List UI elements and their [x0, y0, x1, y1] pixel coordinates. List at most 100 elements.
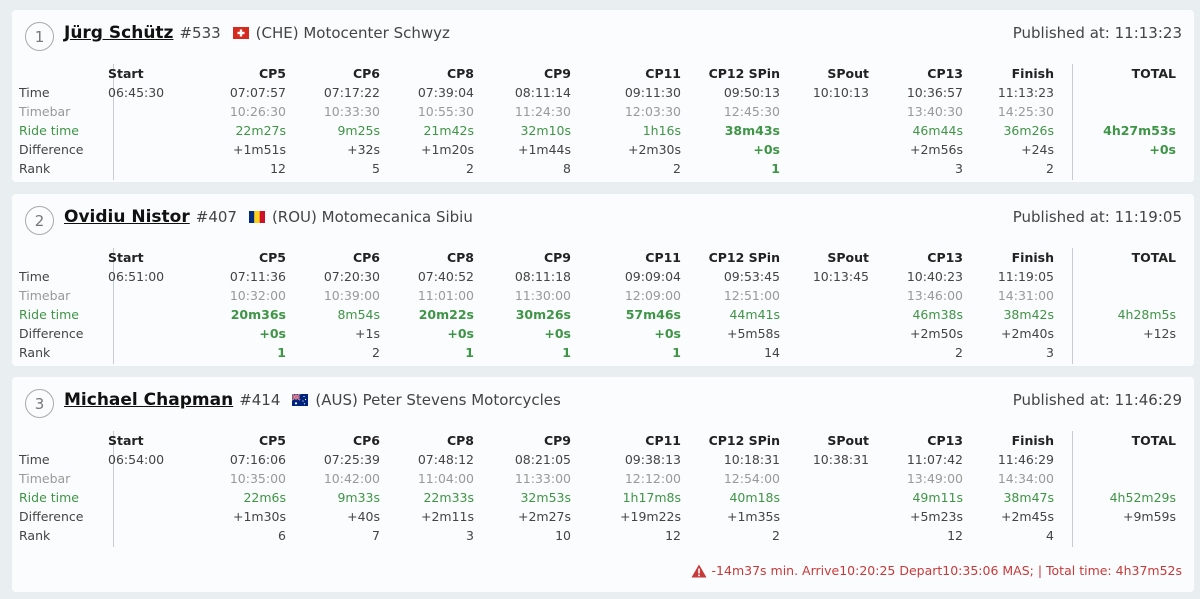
- difference-cell: [769, 507, 869, 526]
- rank-cell: 10: [555, 528, 571, 543]
- ride-time-cell: 20m22s: [418, 307, 474, 322]
- column-cp13: CP13 10:40:23 13:46:00 46m38s +2m50s 2: [863, 248, 963, 362]
- checkpoint-table: Time Timebar Ride time Difference Rank S…: [12, 64, 1194, 190]
- timebar-cell: 10:35:00: [229, 471, 286, 486]
- column-header: CP12 SPin: [708, 433, 780, 448]
- rider-card: 2 Ovidiu Nistor #407 (ROU) Motomecanica …: [12, 194, 1194, 366]
- rank-cell: 14: [764, 345, 780, 360]
- row-label-rank: Rank: [19, 345, 51, 360]
- difference-cell: +1m30s: [232, 509, 286, 524]
- column-spout: SPout 10:13:45: [769, 248, 869, 362]
- column-header: CP11: [645, 433, 681, 448]
- timebar-cell: 10:33:30: [323, 104, 380, 119]
- romania-flag-icon: [248, 211, 265, 223]
- column-cp13: CP13 11:07:42 13:49:00 49m11s +5m23s 12: [863, 431, 963, 545]
- time-cell: 07:16:06: [229, 452, 286, 467]
- rank-cell: 3: [955, 161, 963, 176]
- column-cp9: CP9 08:11:14 11:24:30 32m10s +1m44s 8: [471, 64, 571, 178]
- ride-time-cell: 9m25s: [337, 123, 380, 138]
- column-header: SPout: [827, 250, 869, 265]
- time-cell: 10:13:45: [812, 269, 869, 284]
- difference-cell: +32s: [347, 142, 380, 157]
- divider: [113, 248, 114, 364]
- ride-time-cell: 40m18s: [729, 490, 780, 505]
- rank-cell: 1: [562, 345, 571, 360]
- ride-time-cell: 4h52m29s: [1109, 490, 1176, 505]
- rider-name-link[interactable]: Jürg Schütz: [64, 23, 174, 43]
- ride-time-cell: 49m11s: [912, 490, 963, 505]
- column-header: CP6: [352, 66, 380, 81]
- column-header: CP5: [258, 250, 286, 265]
- rank-cell: 8: [563, 161, 571, 176]
- time-cell: 11:19:05: [997, 269, 1054, 284]
- timebar-cell: [1076, 286, 1176, 305]
- row-label-timebar: Timebar: [19, 104, 71, 119]
- column-cp8: CP8 07:48:12 11:04:00 22m33s +2m11s 3: [374, 431, 474, 545]
- difference-cell: +2m45s: [1000, 509, 1054, 524]
- ride-time-cell: 57m46s: [625, 307, 681, 322]
- ride-time-cell: [769, 488, 869, 507]
- ride-time-cell: [769, 305, 869, 324]
- rank-cell: [1076, 526, 1176, 545]
- column-finish: Finish 11:46:29 14:34:00 38m47s +2m45s 4: [954, 431, 1054, 545]
- time-cell: 09:50:13: [723, 85, 780, 100]
- timebar-cell: 12:54:00: [723, 471, 780, 486]
- difference-cell: +9m59s: [1122, 509, 1176, 524]
- column-start: Start 06:54:00: [108, 431, 208, 545]
- timebar-cell: 13:40:30: [906, 104, 963, 119]
- rank-cell: [769, 526, 869, 545]
- checkpoint-table: Time Timebar Ride time Difference Rank S…: [12, 431, 1194, 557]
- timebar-cell: 11:24:30: [514, 104, 571, 119]
- column-header: CP5: [258, 433, 286, 448]
- ride-time-cell: 46m44s: [912, 123, 963, 138]
- rank-cell: 1: [672, 345, 681, 360]
- timebar-cell: 10:26:30: [229, 104, 286, 119]
- column-header: SPout: [827, 433, 869, 448]
- column-cp8: CP8 07:40:52 11:01:00 20m22s +0s 1: [374, 248, 474, 362]
- australia-flag-icon: [292, 394, 309, 406]
- time-cell: 07:07:57: [229, 85, 286, 100]
- timebar-cell: 13:46:00: [906, 288, 963, 303]
- row-label-timebar: Timebar: [19, 288, 71, 303]
- difference-cell: +5m23s: [909, 509, 963, 524]
- difference-cell: +2m50s: [909, 326, 963, 341]
- switzerland-flag-icon: [232, 27, 249, 39]
- ride-time-cell: 30m26s: [515, 307, 571, 322]
- column-header: CP9: [543, 66, 571, 81]
- rank-cell: 2: [673, 161, 681, 176]
- rank-cell: [769, 343, 869, 362]
- rank-cell: 1: [465, 345, 474, 360]
- column-cp12-spin: CP12 SPin 09:53:45 12:51:00 44m41s +5m58…: [680, 248, 780, 362]
- column-header: Finish: [1011, 433, 1054, 448]
- column-cp12-spin: CP12 SPin 09:50:13 12:45:30 38m43s +0s 1: [680, 64, 780, 178]
- divider: [1072, 248, 1073, 364]
- column-header: CP6: [352, 433, 380, 448]
- timebar-cell: 11:01:00: [417, 288, 474, 303]
- timebar-cell: [769, 469, 869, 488]
- timebar-cell: [1076, 469, 1176, 488]
- rider-team: (CHE) Motocenter Schwyz: [255, 24, 450, 42]
- rider-name-link[interactable]: Ovidiu Nistor: [64, 207, 190, 227]
- column-cp12-spin: CP12 SPin 10:18:31 12:54:00 40m18s +1m35…: [680, 431, 780, 545]
- time-cell: 07:17:22: [323, 85, 380, 100]
- rank-cell: 6: [278, 528, 286, 543]
- column-header: Start: [108, 433, 144, 448]
- column-header: CP11: [645, 66, 681, 81]
- ride-time-cell: 4h27m53s: [1103, 123, 1176, 138]
- rank-cell: 2: [466, 161, 474, 176]
- ride-time-cell: 9m33s: [337, 490, 380, 505]
- row-labels: Time Timebar Ride time Difference Rank: [19, 248, 83, 362]
- rider-header: 2 Ovidiu Nistor #407 (ROU) Motomecanica …: [12, 194, 1194, 248]
- time-cell: [1076, 267, 1176, 286]
- timebar-cell: 12:51:00: [723, 288, 780, 303]
- difference-cell: +2m30s: [627, 142, 681, 157]
- time-cell: 11:46:29: [997, 452, 1054, 467]
- difference-cell: +0s: [447, 326, 474, 341]
- column-cp5: CP5 07:11:36 10:32:00 20m36s +0s 1: [186, 248, 286, 362]
- ride-time-cell: 44m41s: [729, 307, 780, 322]
- column-cp5: CP5 07:07:57 10:26:30 22m27s +1m51s 12: [186, 64, 286, 178]
- column-header: CP8: [446, 433, 474, 448]
- rider-name-link[interactable]: Michael Chapman: [64, 390, 234, 410]
- ride-time-cell: 22m6s: [243, 490, 286, 505]
- column-finish: Finish 11:19:05 14:31:00 38m42s +2m40s 3: [954, 248, 1054, 362]
